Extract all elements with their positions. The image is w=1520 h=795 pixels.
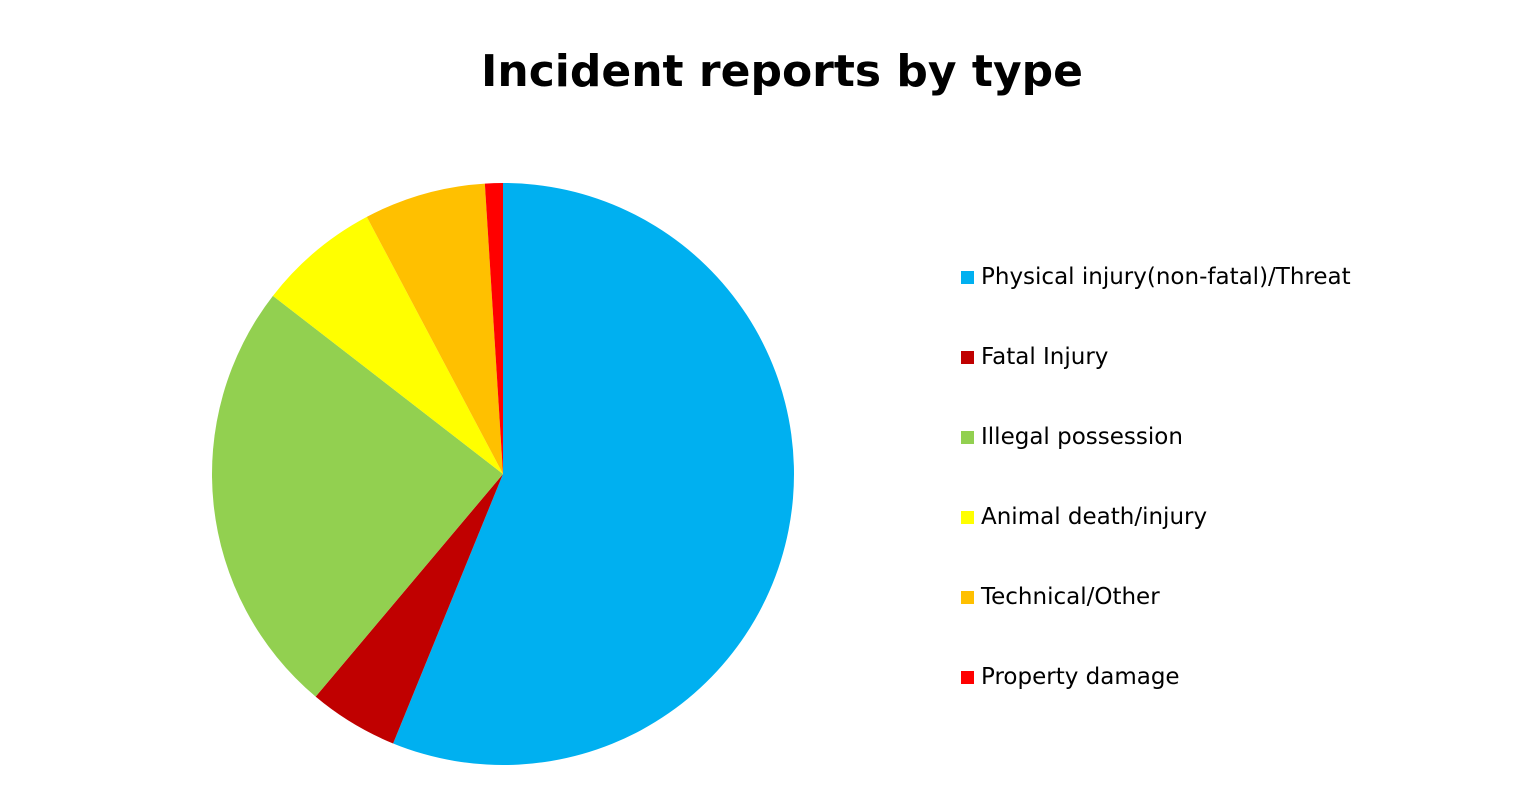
legend-label: Fatal Injury <box>981 344 1109 370</box>
legend-label: Property damage <box>981 664 1180 690</box>
pie-slice <box>211 295 503 697</box>
legend-swatch <box>961 271 974 284</box>
legend-swatch <box>961 671 974 684</box>
pie-slice <box>484 183 503 474</box>
legend-swatch <box>961 351 974 364</box>
pie-slice <box>366 183 503 475</box>
legend-label: Animal death/injury <box>981 504 1208 530</box>
chart-title: Incident reports by type <box>481 46 1083 97</box>
legend-label: Technical/Other <box>981 584 1160 610</box>
legend-swatch <box>961 591 974 604</box>
legend-label: Physical injury(non-fatal)/Threat <box>981 264 1351 290</box>
pie-slice <box>393 183 795 766</box>
legend-swatch <box>961 431 974 444</box>
pie-slice <box>272 216 503 474</box>
pie-slices <box>211 183 795 766</box>
legend-swatch <box>961 511 974 524</box>
pie-slice <box>315 474 503 744</box>
legend-label: Illegal possession <box>981 424 1183 450</box>
